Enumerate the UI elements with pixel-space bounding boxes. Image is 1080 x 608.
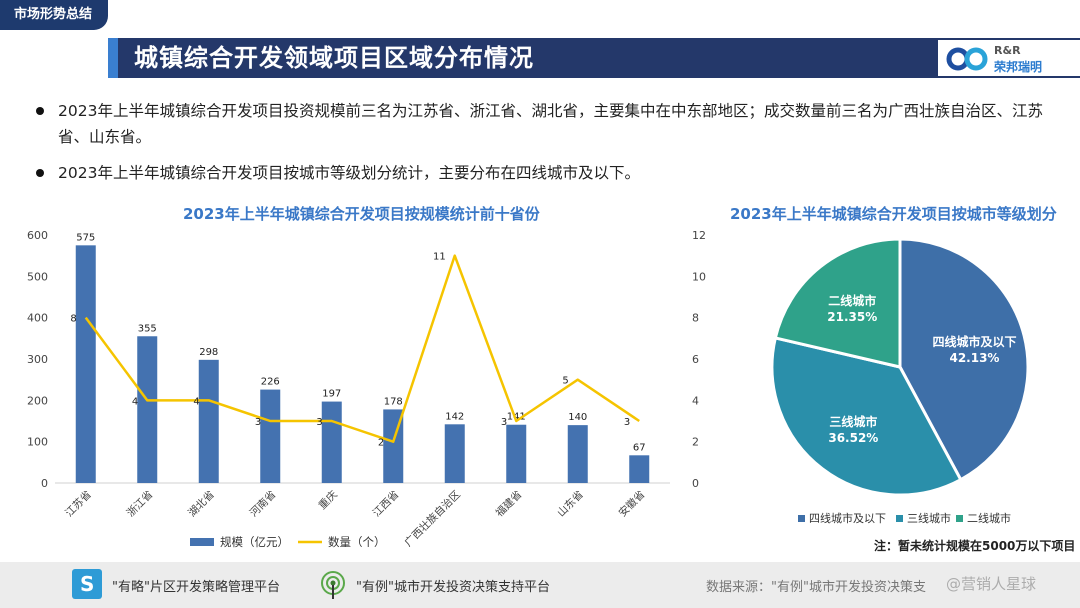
logo-icon: [946, 47, 988, 71]
y-tick-label: 600: [27, 229, 48, 242]
section-tag: 市场形势总结: [0, 0, 108, 30]
bar-data-label: 575: [76, 232, 95, 243]
bar-data-label: 141: [507, 412, 526, 423]
bullet-item: 2023年上半年城镇综合开发项目投资规模前三名为江苏省、浙江省、湖北省，主要集中…: [30, 98, 1060, 150]
platform-s-icon: S: [72, 569, 102, 599]
bar-data-label: 298: [199, 347, 218, 358]
bar: [444, 424, 465, 483]
line-data-label: 3: [255, 417, 261, 428]
bar-line-chart: 0 100 200 300 400 500 600 0 2 4 6 8 10 12 575 355 298 226…: [27, 229, 706, 549]
pie-slice: [898, 237, 1030, 482]
bar-data-label: 67: [633, 442, 646, 453]
line-data-label: 3: [501, 417, 507, 428]
y2-tick-label: 6: [692, 353, 699, 366]
bar-data-label: 178: [384, 396, 403, 407]
company-logo: R&R 荣邦瑞明: [938, 40, 1080, 76]
bar: [198, 359, 219, 483]
y2-tick-label: 2: [692, 436, 699, 449]
line-data-label: 2: [378, 438, 384, 449]
pie-chart-title: 2023年上半年城镇综合开发项目按城市等级划分: [730, 205, 1057, 223]
y-tick-label: 400: [27, 312, 48, 325]
bar-data-label: 355: [138, 323, 157, 334]
y-tick-label: 100: [27, 436, 48, 449]
legend-label-bar: 规模（亿元）: [220, 535, 289, 549]
watermark: @营销人星球: [946, 575, 1037, 593]
bar: [321, 401, 342, 483]
y2-tick-label: 8: [692, 312, 699, 325]
line-series: [84, 254, 640, 443]
y2-tick-label: 4: [692, 394, 699, 407]
platform-signal-icon: [321, 571, 345, 599]
bar: [75, 245, 96, 483]
pie-slice-label: 三线城市: [829, 414, 877, 429]
legend-label: 三线城市: [907, 511, 951, 525]
x-tick-label: 福建省: [493, 488, 524, 519]
legend-label: 二线城市: [967, 511, 1011, 525]
x-tick-label: 江苏省: [62, 488, 93, 519]
pie-slice-value: 42.13%: [949, 351, 999, 365]
x-tick-label: 山东省: [554, 488, 585, 519]
y-tick-label: 0: [41, 477, 48, 490]
y-tick-label: 500: [27, 270, 48, 283]
y2-tick-label: 0: [692, 477, 699, 490]
y-tick-label: 300: [27, 353, 48, 366]
pie-slice: [770, 336, 963, 497]
legend-swatch: [896, 515, 903, 522]
line-data-label: 5: [562, 376, 568, 387]
legend-label-line: 数量（个）: [328, 535, 386, 549]
platform-1-label: "有略"片区开发策略管理平台: [112, 580, 280, 595]
pie-slice-label: 二线城市: [828, 293, 876, 308]
bullet-list: 2023年上半年城镇综合开发项目投资规模前三名为江苏省、浙江省、湖北省，主要集中…: [30, 98, 1060, 196]
pie-slice: [773, 237, 902, 369]
pie-chart: 四线城市及以下 42.13% 三线城市 36.52% 二线城市 21.35% 四线城市及以下…: [770, 237, 1030, 525]
x-tick-label: 湖北省: [185, 488, 216, 519]
bar: [137, 336, 158, 483]
pie-slice-value: 36.52%: [828, 431, 878, 445]
pie-slice-value: 21.35%: [827, 310, 877, 324]
y2-tick-label: 10: [692, 270, 706, 283]
legend-label: 四线城市及以下: [809, 511, 886, 525]
pie-note: 注：暂未统计规模在5000万以下项目: [874, 539, 1076, 553]
line-data-label: 11: [433, 252, 446, 263]
x-tick-label: 重庆: [316, 488, 340, 512]
platform-2-label: "有例"城市开发投资决策支持平台: [356, 580, 550, 595]
x-tick-label: 浙江省: [124, 488, 155, 519]
page-title: 城镇综合开发领域项目区域分布情况: [134, 44, 534, 72]
legend-swatch: [798, 515, 805, 522]
bar-data-label: 226: [261, 377, 280, 388]
bar: [260, 389, 281, 483]
line-data-label: 4: [132, 396, 138, 407]
bar-data-label: 142: [445, 411, 464, 422]
bar-chart-title: 2023年上半年城镇综合开发项目按规模统计前十省份: [183, 205, 540, 223]
legend-swatch-bar: [190, 538, 214, 546]
x-tick-label: 江西省: [370, 488, 401, 519]
pie-slice-label: 四线城市及以下: [932, 334, 1016, 349]
x-tick-label: 安徽省: [616, 488, 647, 519]
line-data-label: 3: [624, 417, 630, 428]
line-data-label: 8: [70, 314, 76, 325]
legend-swatch: [956, 515, 963, 522]
footer-bar: [0, 562, 1080, 608]
data-source: 数据来源："有例"城市开发投资决策支: [706, 580, 926, 595]
title-accent: [108, 38, 118, 78]
line-data-label: 3: [316, 417, 322, 428]
bullet-item: 2023年上半年城镇综合开发项目按城市等级划分统计，主要分布在四线城市及以下。: [30, 160, 1060, 186]
y-tick-label: 200: [27, 394, 48, 407]
title-bar: [108, 38, 1080, 78]
bar: [567, 425, 588, 483]
logo-text-cn: 荣邦瑞明: [994, 60, 1043, 74]
x-tick-label: 河南省: [247, 488, 278, 519]
y2-tick-label: 12: [692, 229, 706, 242]
bar-data-label: 140: [568, 412, 587, 423]
bar: [506, 424, 527, 483]
line-data-label: 4: [193, 396, 199, 407]
bar: [629, 455, 650, 483]
x-tick-label: 广西壮族自治区: [402, 488, 463, 549]
bar-data-label: 197: [322, 389, 341, 400]
logo-text-en: R&R: [994, 44, 1021, 57]
